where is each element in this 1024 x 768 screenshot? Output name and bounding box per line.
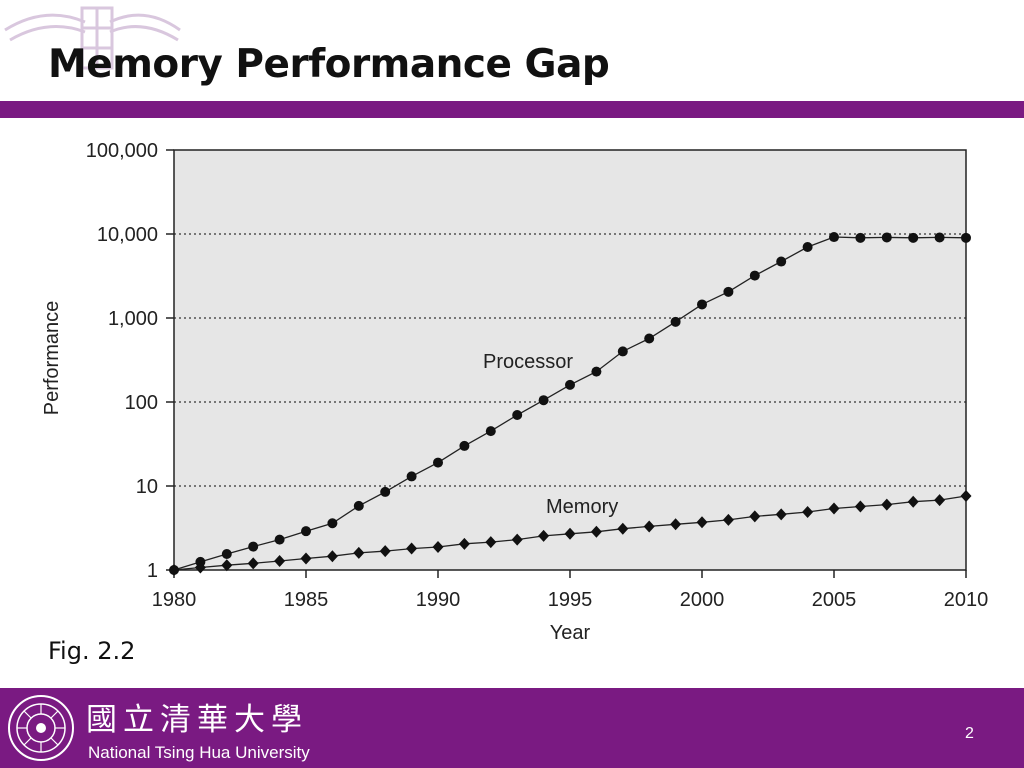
- y-tick-label: 1: [147, 560, 158, 582]
- data-point-memory: [749, 510, 761, 523]
- data-point-processor: [881, 232, 892, 243]
- series-label-processor: Processor: [483, 351, 573, 373]
- data-point-processor: [301, 526, 311, 537]
- data-point-processor: [538, 395, 549, 406]
- data-point-processor: [433, 457, 443, 468]
- university-name-english: National Tsing Hua University: [88, 743, 310, 762]
- data-point-memory: [432, 540, 444, 553]
- data-point-memory: [406, 542, 418, 555]
- data-point-memory: [828, 502, 840, 515]
- data-point-processor: [723, 286, 734, 297]
- data-point-memory: [221, 559, 233, 572]
- data-point-processor: [617, 346, 628, 357]
- x-tick-label: 2005: [812, 589, 857, 611]
- data-point-processor: [591, 366, 602, 377]
- data-point-processor: [274, 534, 285, 545]
- data-point-memory: [617, 522, 629, 535]
- data-point-processor: [961, 232, 971, 243]
- university-name-chinese: 國立清華大學: [86, 702, 308, 738]
- x-axis-label: Year: [550, 622, 591, 640]
- data-point-processor: [829, 232, 839, 243]
- data-point-memory: [854, 500, 866, 513]
- data-point-processor: [485, 426, 496, 437]
- x-tick-label: 2010: [944, 589, 989, 611]
- data-point-processor: [406, 471, 417, 482]
- data-point-memory: [379, 545, 391, 558]
- data-point-memory: [511, 533, 523, 546]
- x-tick-label: 1995: [548, 589, 593, 611]
- y-tick-label: 100: [125, 392, 158, 414]
- data-point-processor: [749, 270, 760, 281]
- x-tick-label: 1990: [416, 589, 461, 611]
- y-tick-label: 10: [136, 476, 158, 498]
- data-point-memory: [960, 490, 972, 503]
- data-point-memory: [670, 518, 682, 531]
- data-point-memory: [907, 495, 919, 508]
- data-point-memory: [934, 494, 946, 507]
- data-point-processor: [855, 232, 866, 243]
- data-point-processor: [697, 299, 707, 310]
- data-point-processor: [776, 256, 787, 267]
- data-point-processor: [353, 500, 364, 511]
- data-point-memory: [194, 561, 206, 574]
- title-accent-bar: [0, 101, 1024, 118]
- y-tick-label: 10,000: [97, 224, 158, 246]
- x-tick-label: 1985: [284, 589, 329, 611]
- y-axis-label: Performance: [41, 301, 63, 416]
- data-point-processor: [380, 486, 391, 497]
- series-label-memory: Memory: [546, 496, 618, 518]
- x-tick-label: 2000: [680, 589, 725, 611]
- y-tick-label: 1,000: [108, 308, 158, 330]
- data-point-memory: [274, 554, 286, 567]
- data-point-processor: [248, 541, 259, 552]
- data-point-memory: [485, 536, 497, 549]
- data-point-processor: [644, 333, 655, 344]
- data-point-memory: [326, 550, 338, 563]
- data-point-memory: [458, 537, 470, 550]
- data-point-memory: [802, 506, 814, 519]
- y-tick-label: 100,000: [86, 140, 158, 162]
- data-point-processor: [512, 410, 523, 421]
- data-point-memory: [538, 529, 550, 542]
- data-point-processor: [908, 232, 919, 243]
- data-point-processor: [670, 316, 681, 327]
- plot-area: [174, 150, 966, 570]
- data-point-processor: [327, 518, 338, 529]
- data-point-processor: [802, 242, 813, 253]
- university-seal-icon: [8, 695, 74, 761]
- slide-title: Memory Performance Gap: [48, 42, 610, 87]
- performance-chart: 1 10 100 1,000 10,000 100,000 1980 1985 1990 1995…: [41, 140, 989, 640]
- data-point-memory: [696, 516, 708, 529]
- university-logo-watermark: [4, 6, 181, 70]
- data-point-memory: [590, 525, 602, 538]
- data-point-processor: [221, 549, 232, 560]
- data-point-memory: [168, 564, 180, 576]
- data-point-processor: [565, 379, 575, 390]
- footer-bar: 國立清華大學 National Tsing Hua University 2: [0, 688, 1024, 768]
- data-point-memory: [881, 498, 893, 511]
- data-point-processor: [934, 232, 945, 243]
- data-point-processor: [459, 440, 470, 451]
- page-number: 2: [965, 725, 974, 742]
- data-point-memory: [775, 508, 787, 521]
- data-point-memory: [353, 546, 365, 559]
- figure-label: Fig. 2.2: [48, 637, 136, 665]
- data-point-memory: [722, 513, 734, 526]
- data-point-memory: [564, 527, 576, 540]
- data-point-memory: [643, 520, 655, 533]
- data-point-memory: [247, 557, 259, 570]
- x-tick-label: 1980: [152, 589, 197, 611]
- data-point-memory: [300, 552, 312, 565]
